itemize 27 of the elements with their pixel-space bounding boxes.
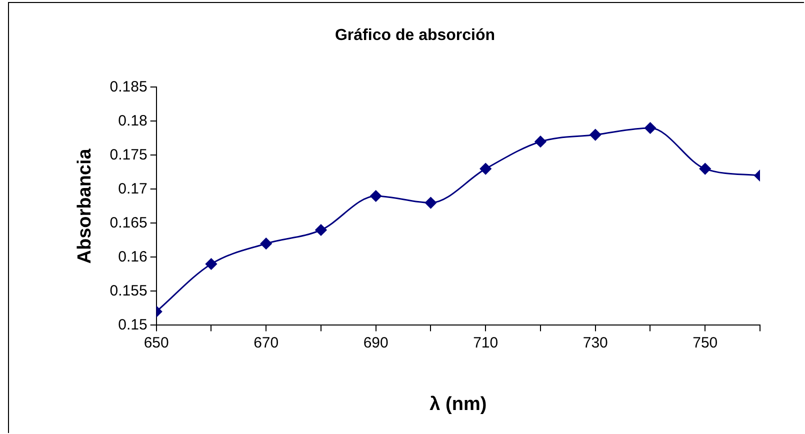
point <box>205 258 217 270</box>
y-tick-label: 0.15 <box>118 316 148 334</box>
point <box>699 163 711 175</box>
y-tick-label: 0.165 <box>110 214 148 232</box>
x-tick-label: 730 <box>582 334 608 352</box>
point <box>370 190 382 202</box>
point <box>260 238 272 250</box>
point <box>590 129 602 141</box>
point <box>644 122 656 134</box>
x-tick-label: 750 <box>692 334 718 352</box>
chart-title: Gráfico de absorción <box>334 27 496 44</box>
y-tick-label: 0.175 <box>110 146 148 164</box>
y-tick-label: 0.155 <box>110 282 148 300</box>
point <box>480 163 492 175</box>
point <box>534 136 546 148</box>
y-tick-label: 0.185 <box>110 78 148 96</box>
x-tick-label: 650 <box>144 334 169 352</box>
point <box>315 224 327 236</box>
y-tick-label: 0.18 <box>118 112 148 130</box>
x-tick-label: 710 <box>473 334 498 352</box>
y-tick-label: 0.16 <box>118 248 148 266</box>
x-axis-title: λ (nm) <box>430 394 487 415</box>
y-tick-label: 0.17 <box>118 180 148 198</box>
x-tick-label: 670 <box>254 334 279 352</box>
y-axis-title: Absorbancia <box>74 148 96 264</box>
x-tick-label: 690 <box>363 334 388 352</box>
point <box>424 197 436 209</box>
